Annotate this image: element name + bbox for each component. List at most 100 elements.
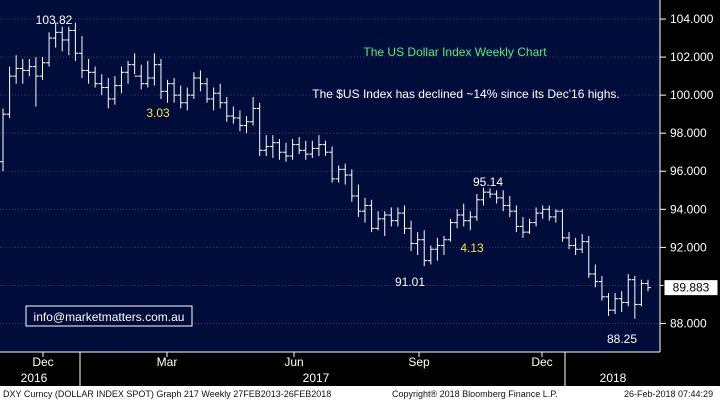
ohlc-bar (276, 138, 283, 160)
footer-ticker-info: DXY Curncy (DOLLAR INDEX SPOT) Graph 217… (3, 389, 332, 399)
x-year-label: 2016 (21, 371, 48, 385)
ohlc-bar (454, 209, 461, 229)
ohlc-bar (579, 234, 586, 254)
ohlc-bar (138, 64, 145, 90)
bloomberg-footer: DXY Curncy (DOLLAR INDEX SPOT) Graph 217… (0, 386, 720, 402)
ohlc-bar (210, 87, 217, 111)
ohlc-bar (427, 245, 434, 265)
ohlc-bar (177, 85, 184, 109)
ohlc-bar (322, 140, 329, 157)
last-value-tag: 89.883 (663, 279, 719, 297)
ohlc-bar (204, 78, 211, 103)
x-month-label: Dec (531, 355, 552, 369)
ohlc-bar (85, 58, 92, 84)
ohlc-bar (500, 190, 507, 212)
ohlc-bar (638, 279, 645, 307)
ohlc-bar (144, 60, 151, 88)
x-year-label: 2017 (303, 371, 330, 385)
ohlc-bar (493, 190, 500, 204)
ohlc-bar (533, 207, 540, 227)
annotation-range-4-13: 4.13 (460, 241, 484, 255)
x-month-label: Dec (32, 355, 53, 369)
ohlc-bar (539, 205, 546, 219)
ohlc-bar (26, 58, 33, 77)
ohlc-bar (171, 78, 178, 103)
ohlc-bar (296, 136, 303, 155)
ohlc-bar (592, 264, 599, 288)
watermark-box (25, 305, 193, 327)
ohlc-bar (52, 22, 59, 48)
ohlc-bar (598, 275, 605, 301)
footer-timestamp: 26-Feb-2018 07:44:29 (624, 389, 714, 399)
ohlc-bar (65, 26, 72, 56)
ohlc-bar (526, 218, 533, 235)
y-tick-label: 96.000 (670, 164, 707, 178)
ohlc-bar (118, 66, 125, 94)
ohlc-bar (487, 188, 494, 198)
ohlc-bar (125, 60, 132, 84)
annotation-low-88-25: 88.25 (607, 332, 637, 346)
annotation-high-103-82: 103.82 (36, 13, 73, 27)
x-axis-ticks: Dec Mar Jun Sep Dec 2016 2017 2018 (0, 351, 660, 386)
ohlc-bar (473, 194, 480, 221)
ohlc-bar (335, 165, 342, 183)
ohlc-bar (559, 209, 566, 242)
ohlc-bar (414, 232, 421, 255)
y-tick-label: 94.000 (670, 202, 707, 216)
ohlc-bar (460, 203, 467, 227)
ohlc-bar (612, 293, 619, 314)
ohlc-bar (368, 199, 375, 233)
annotation-high-95-14: 95.14 (473, 175, 503, 189)
annotation-range-3-03: 3.03 (146, 106, 170, 120)
ohlc-bar (315, 135, 322, 157)
x-month-label: Mar (157, 355, 178, 369)
ohlc-bar (39, 57, 46, 80)
ohlc-bar (78, 36, 85, 79)
grid-lines (0, 18, 660, 324)
ohlc-bar (401, 205, 408, 235)
ohlc-bar (164, 79, 171, 103)
ohlc-bar (605, 293, 612, 316)
ohlc-bar (440, 235, 447, 255)
ohlc-bar (309, 140, 316, 158)
x-month-label: Sep (408, 355, 430, 369)
ohlc-bar (131, 53, 138, 77)
x-year-label: 2018 (600, 371, 627, 385)
ohlc-bar (625, 273, 632, 307)
ohlc-bar (618, 291, 625, 313)
ohlc-bar (6, 66, 13, 118)
ohlc-bar (329, 146, 336, 183)
ohlc-bars (0, 22, 651, 319)
ohlc-bar (0, 108, 6, 172)
ohlc-bar (434, 237, 441, 261)
chart-subtitle: The $US Index has declined ~14% since it… (312, 87, 619, 101)
ohlc-bar (250, 97, 257, 126)
ohlc-bar (546, 205, 553, 221)
y-tick-label: 88.000 (670, 316, 707, 330)
y-tick-label: 98.000 (670, 126, 707, 140)
ohlc-bar (467, 211, 474, 231)
ohlc-bar (302, 140, 309, 160)
ohlc-bar (197, 70, 204, 92)
ohlc-bar (506, 195, 513, 217)
ohlc-bar (32, 57, 39, 107)
ohlc-bar (46, 32, 53, 67)
footer-copyright: Copyright® 2018 Bloomberg Finance L.P. (392, 389, 558, 399)
ohlc-bar (19, 58, 26, 84)
y-tick-label: 104.000 (670, 12, 714, 26)
ohlc-bar (72, 22, 79, 61)
ohlc-bar (361, 197, 368, 223)
ohlc-bar (519, 216, 526, 238)
y-tick-label: 92.000 (670, 240, 707, 254)
y-tick-label: 100.000 (670, 88, 714, 102)
ohlc-bar (566, 232, 573, 250)
ohlc-bar (59, 26, 66, 52)
ohlc-bar (190, 72, 197, 99)
plot-area (0, 0, 660, 352)
annotation-low-91-01: 91.01 (395, 275, 425, 289)
ohlc-bar (283, 142, 290, 162)
last-value-label: 89.883 (673, 281, 710, 295)
ohlc-bar (631, 275, 638, 319)
ohlc-bar (111, 76, 118, 105)
ohlc-bar (217, 83, 224, 109)
